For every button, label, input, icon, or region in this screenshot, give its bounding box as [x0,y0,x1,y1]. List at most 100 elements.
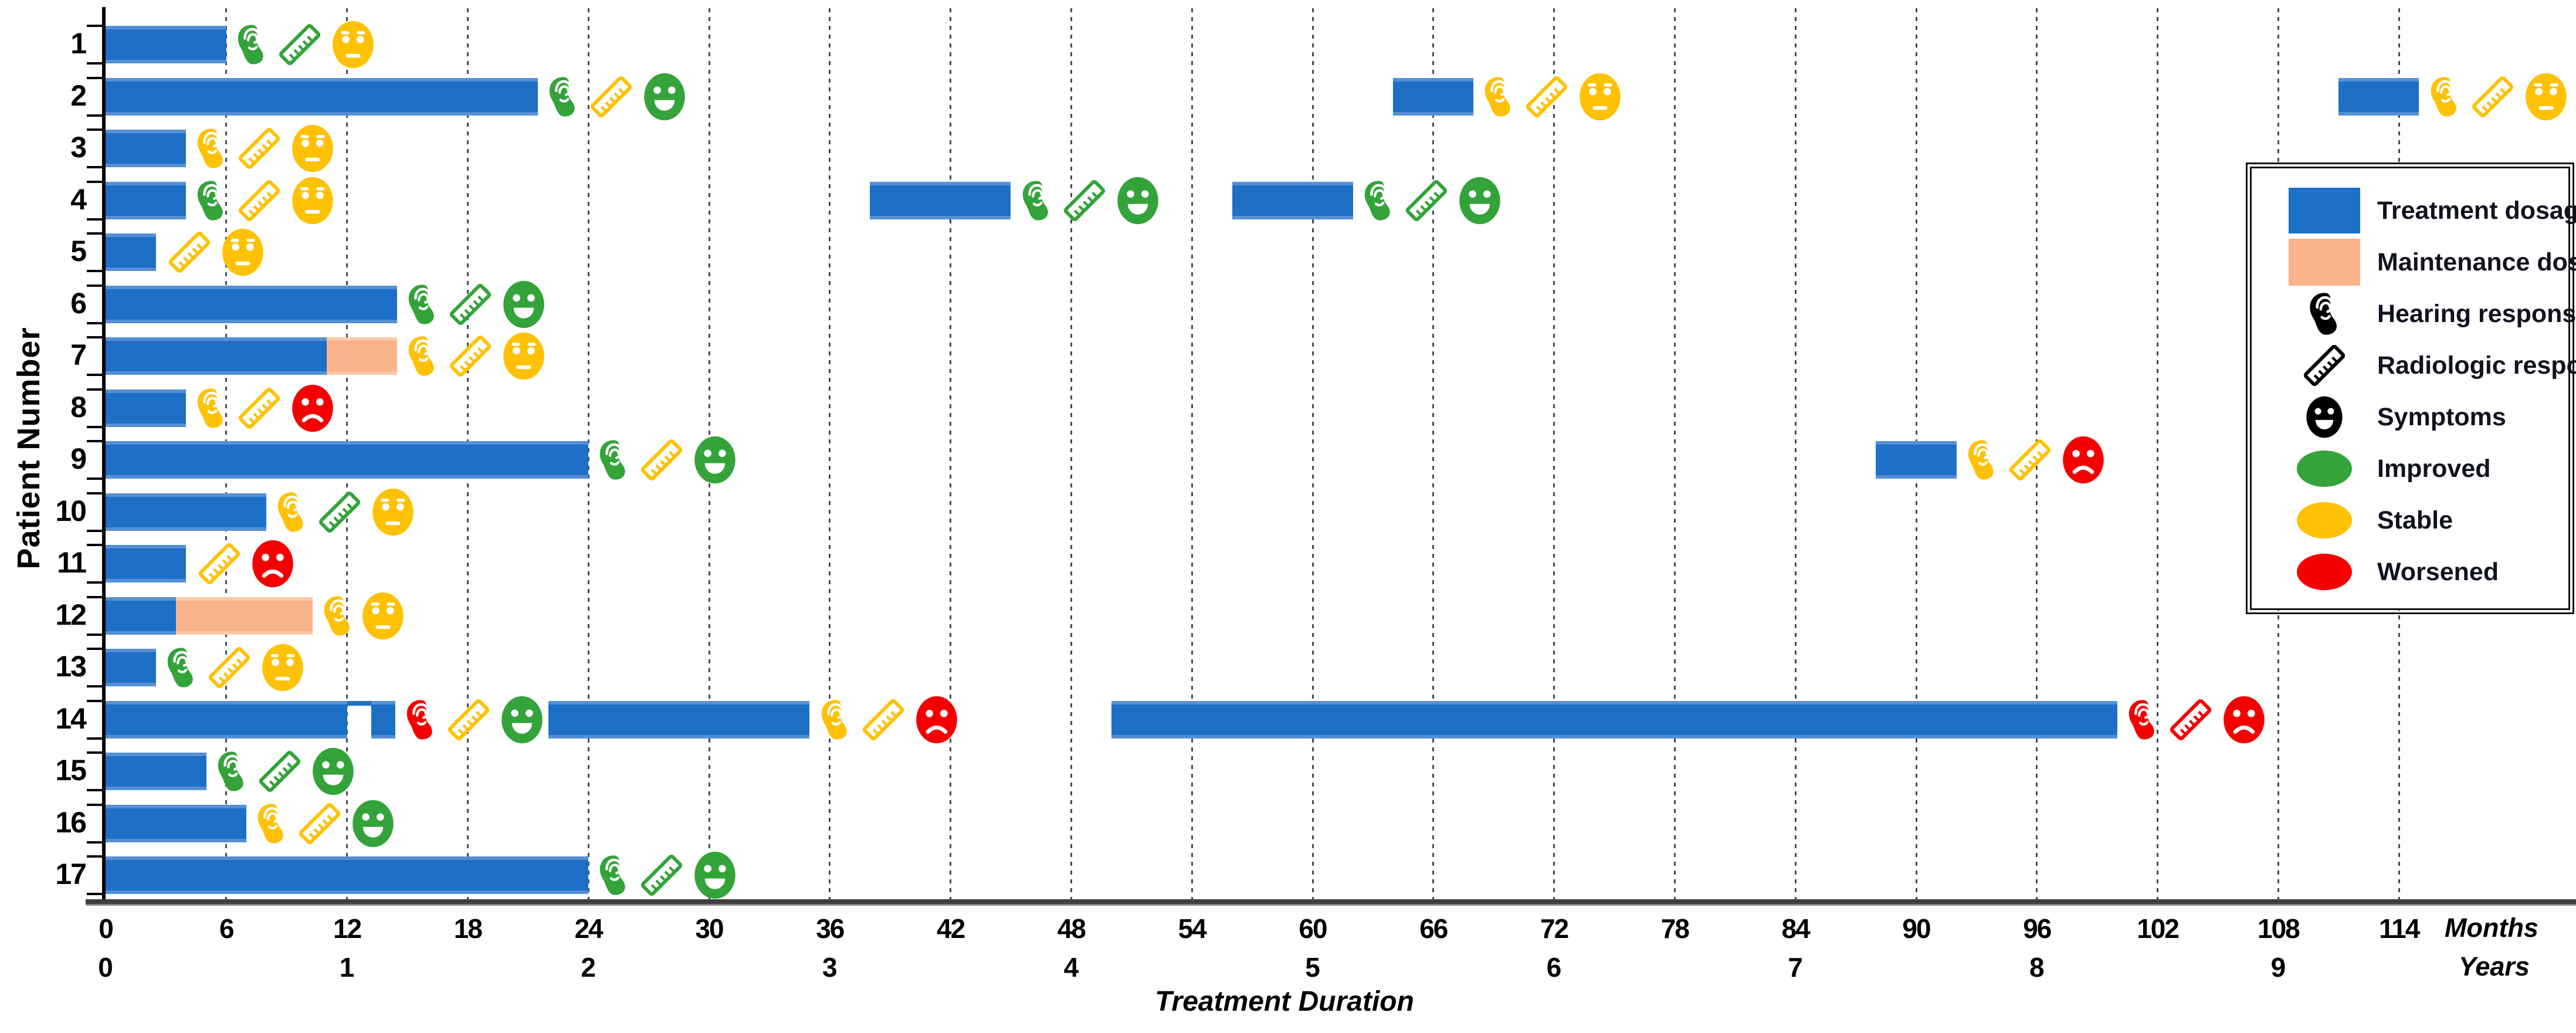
patient-17-hearing-response-icon [599,855,625,895]
y-axis-tick [87,76,102,79]
gridline-month-60 [1311,8,1314,899]
x-tick-month-36: 36 [816,913,845,944]
x-axis-unit-months: Months [2445,913,2538,943]
y-axis-tick [87,529,102,532]
legend-item-ear: Hearing response [2272,288,2576,340]
patient-12-icon-wrap [321,594,355,641]
y-label-patient-8: 8 [70,390,87,424]
y-label-patient-12: 12 [55,598,87,631]
gridline-month-42 [950,8,952,899]
x-tick-year-8: 8 [2029,952,2045,983]
y-label-patient-7: 7 [70,338,87,372]
patient-14-icon-wrap [2126,698,2160,744]
y-axis-tick [87,841,102,844]
y-label-patient-4: 4 [70,182,87,216]
gridline-month-36 [829,8,831,899]
y-axis-tick [87,751,102,754]
patient-8-hearing-response-icon [197,388,223,428]
patient-2-hearing-response-icon [550,77,575,117]
legend-label: Symptoms [2377,402,2506,431]
patient-3-symptoms-icon [292,125,333,172]
legend-hearing-response-icon [2310,293,2337,335]
legend-symbol-treatment-swatch [2272,188,2377,233]
patient-2-radiologic-response-icon [1526,76,1568,117]
patient-9-treatment-bar [106,441,589,479]
y-label-patient-1: 1 [70,27,87,60]
x-tick-month-96: 96 [2023,913,2052,944]
legend-item-treatment-swatch: Treatment dosage [2272,185,2576,236]
patient-12-maintenance-bar [176,597,313,635]
patient-8-radiologic-response-icon [239,387,280,429]
patient-7-icon-wrap [501,331,546,384]
x-tick-year-3: 3 [822,952,838,983]
patient-4-symptoms-icon [292,177,333,224]
legend-symbol-circle-improved [2272,451,2377,487]
patient-9-icon-wrap [1965,438,1999,485]
patient-5-treatment-bar [106,233,156,272]
patient-8-treatment-bar [106,389,187,427]
y-axis-tick [87,180,102,183]
y-axis-tick [87,737,102,740]
patient-2-treatment-bar [1393,77,1474,116]
patient-3-radiologic-response-icon [239,128,280,170]
patient-4-radiologic-response-icon [1063,179,1105,221]
patient-9-hearing-response-icon [1968,440,1994,480]
legend-label: Hearing response [2377,299,2576,328]
y-axis-tick [87,893,102,896]
legend-symbol-ruler [2272,340,2377,391]
maintenance-dosage-swatch [2289,239,2360,286]
y-axis-tick [87,633,102,636]
legend-item-ruler: Radiologic response [2272,340,2576,391]
patient-6-icon-wrap [405,283,439,329]
patient-5-symptoms-icon [222,229,263,276]
x-tick-month-78: 78 [1660,913,1690,944]
y-label-patient-10: 10 [55,494,87,527]
legend-symbol-maintenance-swatch [2272,239,2377,286]
patient-9-symptoms-icon [2062,436,2104,484]
patient-6-hearing-response-icon [409,285,435,324]
patient-2-icon-wrap [1482,75,1516,121]
legend-label: Radiologic response [2377,351,2576,380]
patient-13-radiologic-response-icon [208,647,250,689]
patient-14-symptoms-icon [916,696,957,743]
x-tick-month-0: 0 [99,913,114,944]
patient-6-icon-wrap [445,279,496,333]
legend-symbol-circle-worsened [2272,554,2377,590]
patient-4-icon-wrap [1116,176,1160,228]
x-tick-year-4: 4 [1063,952,1079,983]
patient-4-icon-wrap [234,175,284,229]
patient-2-icon-wrap [2467,72,2518,125]
patient-10-icon-wrap [314,487,365,540]
x-tick-year-6: 6 [1546,952,1562,983]
x-tick-month-6: 6 [219,913,235,944]
y-label-patient-13: 13 [55,650,87,683]
patient-14-icon-wrap [2222,695,2266,747]
patient-4-hearing-response-icon [197,181,223,221]
legend-improved-circle [2297,451,2352,487]
patient-15-icon-wrap [215,750,249,796]
patient-1-symptoms-icon [333,21,374,69]
patient-11-icon-wrap [194,538,245,592]
patient-13-treatment-bar [106,649,156,687]
patient-14-radiologic-response-icon [448,699,489,740]
patient-14-hearing-response-icon [821,700,847,740]
x-tick-year-0: 0 [98,952,113,983]
x-tick-month-42: 42 [937,913,965,944]
patient-14-icon-wrap [818,698,852,744]
gridline-month-78 [1673,8,1676,899]
y-axis-tick [87,62,102,65]
patient-1-radiologic-response-icon [279,24,320,66]
patient-6-treatment-bar [106,285,398,323]
patient-17-treatment-bar [106,856,589,895]
x-axis-title: Treatment Duration [1155,986,1414,1017]
x-tick-year-1: 1 [339,952,355,983]
y-axis-tick [87,595,102,598]
y-axis-tick [87,25,102,28]
patient-2-icon-wrap [586,72,636,125]
patient-13-icon-wrap [164,646,198,692]
x-tick-month-60: 60 [1299,913,1327,944]
patient-9-icon-wrap [693,435,737,487]
patient-16-icon-wrap [351,799,395,851]
y-axis-tick [87,425,102,428]
patient-2-icon-wrap [2524,72,2568,124]
